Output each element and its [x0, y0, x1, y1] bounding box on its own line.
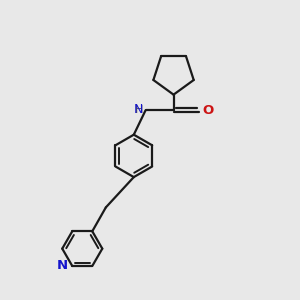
Text: O: O [202, 104, 214, 117]
Text: N: N [57, 260, 68, 272]
Text: H: H [135, 105, 143, 115]
Text: N: N [130, 103, 143, 116]
